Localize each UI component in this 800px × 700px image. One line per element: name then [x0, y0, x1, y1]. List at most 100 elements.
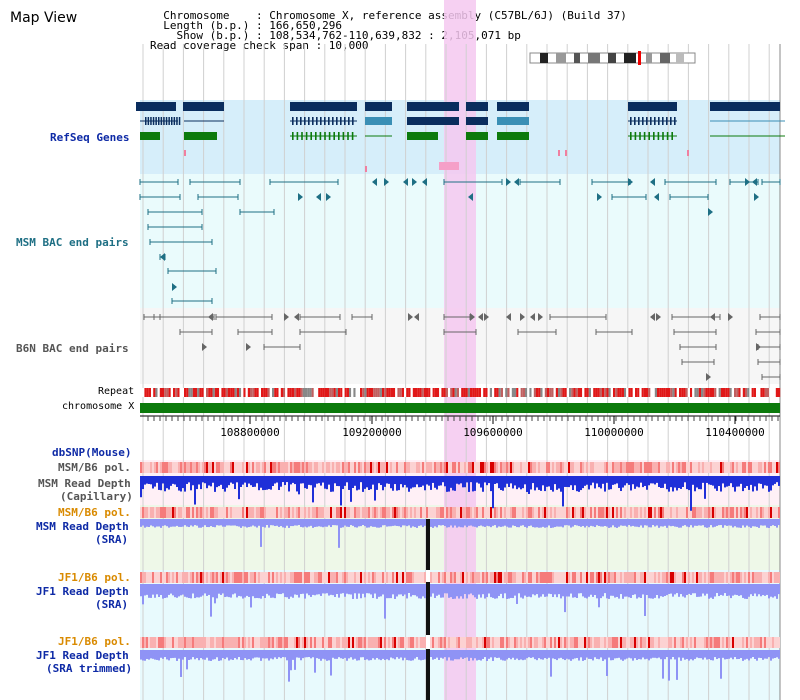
jf1-b6-pol-2-cell [612, 637, 614, 648]
msm-b6-pol-2-cell [326, 507, 328, 518]
jf1-b6-pol-cell [376, 572, 378, 583]
track-label-msm-bac[interactable]: MSM BAC end pairs [16, 236, 129, 249]
track-label-jf1-depth-sra[interactable]: JF1 Read Depth [36, 585, 129, 598]
msm-b6-pol-cell [660, 462, 662, 473]
jf1-trimmed-depth-bar [738, 650, 740, 660]
msm-capillary-depth-bar [296, 476, 298, 492]
msm-b6-pol-2-cell [614, 507, 616, 518]
msm-b6-pol-cell [522, 462, 524, 473]
msm-capillary-depth-bar [412, 476, 414, 488]
jf1-b6-pol-cell [706, 572, 708, 583]
msm-b6-pol-cell [518, 462, 520, 473]
jf1-b6-pol-cell [374, 572, 376, 583]
track-label-jf1-b6-pol-1[interactable]: JF1/B6 pol. [58, 571, 131, 584]
jf1-b6-pol-cell [480, 572, 482, 583]
jf1-trimmed-depth-bar [754, 650, 756, 659]
jf1-sra-depth-bar [558, 584, 560, 595]
jf1-b6-pol-cell [574, 572, 576, 583]
jf1-b6-pol-2-cell [652, 637, 654, 648]
track-label-jf1-depth-trimmed[interactable]: JF1 Read Depth [36, 649, 129, 662]
msm-capillary-depth-bar [404, 476, 406, 485]
repeat-segment [225, 388, 228, 397]
msm-b6-pol-cell [458, 462, 460, 473]
jf1-b6-pol-cell [622, 572, 624, 583]
exon [646, 117, 648, 125]
exon [176, 117, 178, 125]
msm-capillary-depth-bar [722, 476, 724, 484]
jf1-sra-depth-bar [544, 584, 546, 597]
msm-b6-pol-cell [526, 462, 528, 473]
msm-b6-pol-2-cell [678, 507, 680, 518]
track-label-msm-b6-pol-1[interactable]: MSM/B6 pol. [58, 461, 131, 474]
repeat-segment [487, 388, 490, 397]
msm-b6-pol-cell [282, 462, 284, 473]
jf1-trimmed-depth-bar [534, 650, 536, 660]
exon-green [662, 132, 664, 140]
msm-capillary-depth-bar [624, 476, 626, 486]
jf1-trimmed-depth-bar [270, 650, 272, 659]
jf1-trimmed-depth-bar [550, 650, 552, 677]
msm-capillary-depth-bar [504, 476, 506, 488]
msm-sra-depth-bar [460, 519, 462, 528]
track-label-b6n-bac[interactable]: B6N BAC end pairs [16, 342, 129, 355]
msm-b6-pol-2-cell [174, 507, 176, 518]
track-label-msm-depth-sra[interactable]: MSM Read Depth [36, 520, 129, 533]
exon [638, 117, 640, 125]
msm-b6-pol-2-cell [184, 507, 186, 518]
jf1-b6-pol-cell [472, 572, 474, 583]
jf1-b6-pol-2-cell [630, 637, 632, 648]
jf1-trimmed-depth-bar [280, 650, 282, 659]
msm-sra-depth-bar [406, 519, 408, 527]
jf1-trimmed-depth-bar [220, 650, 222, 661]
msm-b6-pol-2-cell [432, 507, 434, 518]
jf1-b6-pol-cell [438, 572, 440, 583]
msm-capillary-depth-bar [718, 476, 720, 487]
msm-sra-depth-bar [558, 519, 560, 527]
track-label-msm-depth-capillary[interactable]: MSM Read Depth [38, 477, 131, 490]
msm-sra-depth-bar [584, 519, 586, 528]
msm-b6-pol-cell [284, 462, 286, 473]
repeat-segment [221, 388, 224, 397]
repeat-segment [408, 388, 411, 397]
jf1-sra-depth-bar [464, 584, 466, 595]
jf1-sra-depth-bar [472, 584, 474, 596]
jf1-b6-pol-cell [522, 572, 524, 583]
jf1-b6-pol-2-cell [580, 637, 582, 648]
msm-sra-depth-bar [284, 519, 286, 528]
msm-b6-pol-2-cell [714, 507, 716, 518]
jf1-b6-pol-cell [534, 572, 536, 583]
msm-b6-pol-cell [450, 462, 452, 473]
msm-sra-depth-bar [398, 519, 400, 527]
track-label-dbsnp[interactable]: dbSNP(Mouse) [52, 446, 132, 459]
msm-sra-depth-bar [370, 519, 372, 527]
jf1-sra-depth-bar [748, 584, 750, 597]
track-label-msm-b6-pol-2[interactable]: MSM/B6 pol. [58, 506, 131, 519]
jf1-sra-depth-bar [234, 584, 236, 594]
msm-sra-depth-bar [670, 519, 672, 527]
jf1-trimmed-depth-bar [196, 650, 198, 659]
msm-capillary-depth-bar [272, 476, 274, 487]
repeat-segment [410, 388, 413, 397]
track-label-jf1-b6-pol-2[interactable]: JF1/B6 pol. [58, 635, 131, 648]
msm-b6-pol-cell [446, 462, 448, 473]
jf1-trimmed-depth-bar [172, 650, 174, 658]
jf1-b6-pol-cell [540, 572, 542, 583]
msm-b6-pol-cell [188, 462, 190, 473]
jf1-b6-pol-2-cell [464, 637, 466, 648]
msm-capillary-depth-bar [566, 476, 568, 487]
msm-sra-depth-bar [548, 519, 550, 526]
msm-capillary-depth-bar [474, 476, 476, 491]
msm-b6-pol-cell [362, 462, 364, 473]
jf1-b6-pol-2-cell [588, 637, 590, 648]
jf1-b6-pol-cell [658, 572, 660, 583]
jf1-b6-pol-cell [470, 572, 472, 583]
repeat-segment [736, 388, 739, 397]
msm-b6-pol-2-cell [664, 507, 666, 518]
repeat-segment [346, 388, 349, 397]
jf1-b6-pol-cell [310, 572, 312, 583]
jf1-sra-depth-bar [572, 584, 574, 598]
msm-bac-end [298, 193, 303, 201]
track-label-refseq-genes[interactable]: RefSeq Genes [50, 131, 130, 144]
jf1-b6-pol-cell [394, 572, 396, 583]
